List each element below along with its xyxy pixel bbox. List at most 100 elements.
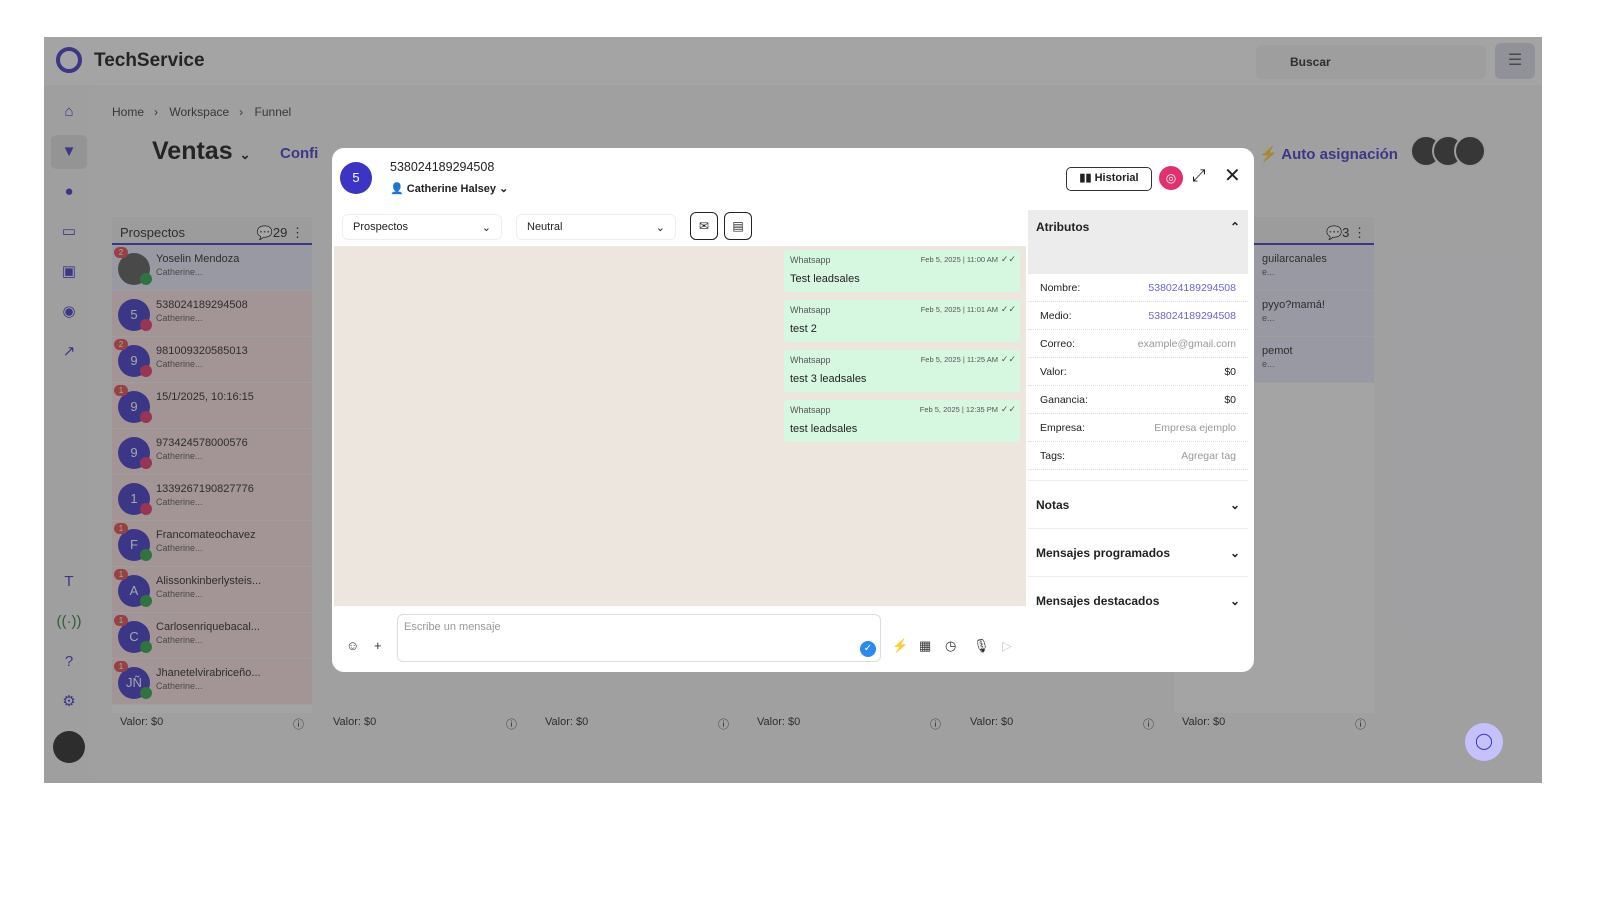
plus-icon[interactable]: + xyxy=(374,638,382,653)
mic-icon[interactable]: 🎙 xyxy=(973,638,990,653)
lead-agent: e... xyxy=(1262,313,1275,323)
archive-button[interactable]: ▤ xyxy=(724,212,752,240)
collapsible-section[interactable]: Mensajes destacados ⌄ xyxy=(1028,576,1248,624)
chat-icon[interactable]: ● xyxy=(64,183,74,200)
config-link[interactable]: Confi xyxy=(280,145,319,162)
help-icon[interactable]: ⓘ xyxy=(293,719,304,731)
chat-message[interactable]: Whatsapp Feb 5, 2025 | 12:35 PM ✓✓ test … xyxy=(784,400,1020,442)
gear-icon[interactable]: ⚙ xyxy=(62,693,76,710)
lead-agent: Catherine... xyxy=(156,635,203,645)
broadcast-icon[interactable]: ((·)) xyxy=(56,613,82,630)
lead-card[interactable]: 1 1339267190827776 Catherine... xyxy=(112,475,312,521)
lead-name: Carlosenriquebacal... xyxy=(156,621,260,633)
expand-icon[interactable]: ⤢ xyxy=(1192,166,1206,185)
crumb-workspace[interactable]: Workspace xyxy=(169,105,230,119)
contact-modal: 5 538024189294508 👤 Catherine Halsey ⌄ ▮… xyxy=(332,148,1254,672)
auto-assign-button[interactable]: ⚡ Auto asignación xyxy=(1259,146,1398,163)
attribute-value[interactable]: 538024189294508 xyxy=(1148,281,1236,294)
lead-card[interactable]: F 1 Francomateochavez Catherine... xyxy=(112,521,312,567)
collapsible-section[interactable]: Mensajes programados ⌄ xyxy=(1028,528,1248,576)
help-icon[interactable]: ⓘ xyxy=(1355,719,1366,731)
chat-message[interactable]: Whatsapp Feb 5, 2025 | 11:00 AM ✓✓ Test … xyxy=(784,250,1020,292)
team-avatars[interactable] xyxy=(1410,135,1486,172)
text-icon[interactable]: T xyxy=(64,573,74,590)
instagram-icon xyxy=(140,319,152,331)
help-icon[interactable]: ⓘ xyxy=(506,719,517,731)
lead-name: Jhanetelvirabriceño... xyxy=(156,667,261,679)
board-title[interactable]: Ventas ⌄ xyxy=(152,137,251,165)
column-footer: Valor: $0 ⓘ xyxy=(962,713,1162,731)
attribute-value[interactable]: 538024189294508 xyxy=(1148,309,1236,322)
filter-settings-button[interactable]: ☰ xyxy=(1495,43,1535,79)
lead-name: guilarcanales xyxy=(1262,253,1327,265)
attribute-label: Ganancia: xyxy=(1040,393,1088,406)
clock-icon[interactable]: ◷ xyxy=(945,638,957,653)
attribute-row: Ganancia: $0 xyxy=(1028,386,1248,414)
crumb-funnel[interactable]: Funnel xyxy=(254,105,292,119)
attribute-value[interactable]: $0 xyxy=(1224,365,1236,378)
chevron-down-icon: ⌄ xyxy=(1229,545,1240,560)
message-input[interactable]: Escribe un mensaje ✓ xyxy=(397,614,881,662)
attribute-label: Empresa: xyxy=(1040,421,1085,434)
attribute-value[interactable]: Agregar tag xyxy=(1181,449,1236,462)
whatsapp-icon xyxy=(140,595,152,607)
message-source: Whatsapp xyxy=(790,355,831,365)
lead-card[interactable]: C 1 Carlosenriquebacal... Catherine... xyxy=(112,613,312,659)
whatsapp-icon xyxy=(140,641,152,653)
lead-agent: e... xyxy=(1262,267,1275,277)
lead-card[interactable]: 9 973424578000576 Catherine... xyxy=(112,429,312,475)
help-icon[interactable]: ⓘ xyxy=(1143,719,1154,731)
attribute-label: Medio: xyxy=(1040,309,1072,322)
breadcrumb: Home › Workspace › Funnel xyxy=(112,105,292,119)
column-prospectos: Prospectos 💬29 ⋮ 2 Yoselin Mendoza Cather… xyxy=(112,217,312,729)
lead-card[interactable]: 9 2 981009320585013 Catherine... xyxy=(112,337,312,383)
lead-name: pyyo?mamá! xyxy=(1262,299,1325,311)
instagram-icon xyxy=(140,457,152,469)
attribute-value[interactable]: example@gmail.com xyxy=(1137,337,1236,350)
help-icon[interactable]: ⓘ xyxy=(930,719,941,731)
calendar-icon[interactable]: ▭ xyxy=(61,223,77,240)
lead-avatar: C xyxy=(118,621,150,653)
attributes-header[interactable]: Atributos ⌃ xyxy=(1028,210,1248,274)
message-time: Feb 5, 2025 | 11:01 AM xyxy=(920,305,998,314)
attribute-value[interactable]: Empresa ejemplo xyxy=(1154,421,1236,434)
user-avatar[interactable] xyxy=(53,731,85,763)
lead-card[interactable]: 9 1 15/1/2025, 10:16:15 xyxy=(112,383,312,429)
lead-agent: Catherine... xyxy=(156,359,203,369)
lightning-icon[interactable]: ⚡ xyxy=(892,638,909,653)
help-icon[interactable]: ? xyxy=(64,653,74,670)
unread-badge: 2 xyxy=(114,339,128,350)
sentiment-select[interactable]: Neutral ⌄ xyxy=(516,214,676,240)
calendar-icon[interactable]: ▦ xyxy=(919,638,932,653)
trend-icon[interactable]: ↗ xyxy=(62,343,76,360)
collapsible-section[interactable]: Notas ⌄ xyxy=(1028,480,1248,528)
lead-card[interactable]: A 1 Alissonkinberlysteis... Catherine... xyxy=(112,567,312,613)
chat-message[interactable]: Whatsapp Feb 5, 2025 | 11:01 AM ✓✓ test … xyxy=(784,300,1020,342)
chat-message[interactable]: Whatsapp Feb 5, 2025 | 11:25 AM ✓✓ test … xyxy=(784,350,1020,392)
lead-card[interactable]: 5 538024189294508 Catherine... xyxy=(112,291,312,337)
support-chat-button[interactable]: ◯ xyxy=(1465,723,1503,761)
historial-button[interactable]: ▮▮ Historial xyxy=(1066,167,1152,191)
attribute-value[interactable]: $0 xyxy=(1224,393,1236,406)
home-icon[interactable]: ⌂ xyxy=(64,103,74,120)
search-input[interactable]: Buscar xyxy=(1256,45,1486,79)
help-icon[interactable]: ⓘ xyxy=(718,719,729,731)
funnel-icon[interactable]: ▼ xyxy=(51,135,87,169)
lead-name: 1339267190827776 xyxy=(156,483,254,495)
mark-read-button[interactable]: ✉ xyxy=(690,212,718,240)
close-icon[interactable]: ✕ xyxy=(1224,165,1241,187)
lead-card[interactable]: JÑ 1 Jhanetelvirabriceño... Catherine... xyxy=(112,659,312,705)
agent-select[interactable]: 👤 Catherine Halsey ⌄ xyxy=(390,183,509,195)
crumb-home[interactable]: Home xyxy=(112,105,145,119)
send-icon[interactable]: ▷ xyxy=(1002,638,1012,653)
bot-icon[interactable]: ◉ xyxy=(62,303,76,320)
check-icon[interactable]: ✓ xyxy=(860,641,876,657)
emoji-icon[interactable]: ☺ xyxy=(346,638,360,653)
stage-select[interactable]: Prospectos ⌄ xyxy=(342,214,502,240)
message-time: Feb 5, 2025 | 11:00 AM xyxy=(920,255,998,264)
instagram-icon[interactable]: ◎ xyxy=(1159,166,1183,190)
attribute-row: Nombre: 538024189294508 xyxy=(1028,274,1248,302)
lead-card[interactable]: 2 Yoselin Mendoza Catherine... xyxy=(112,245,312,291)
attribute-label: Valor: xyxy=(1040,365,1067,378)
contacts-icon[interactable]: ▣ xyxy=(61,263,77,280)
